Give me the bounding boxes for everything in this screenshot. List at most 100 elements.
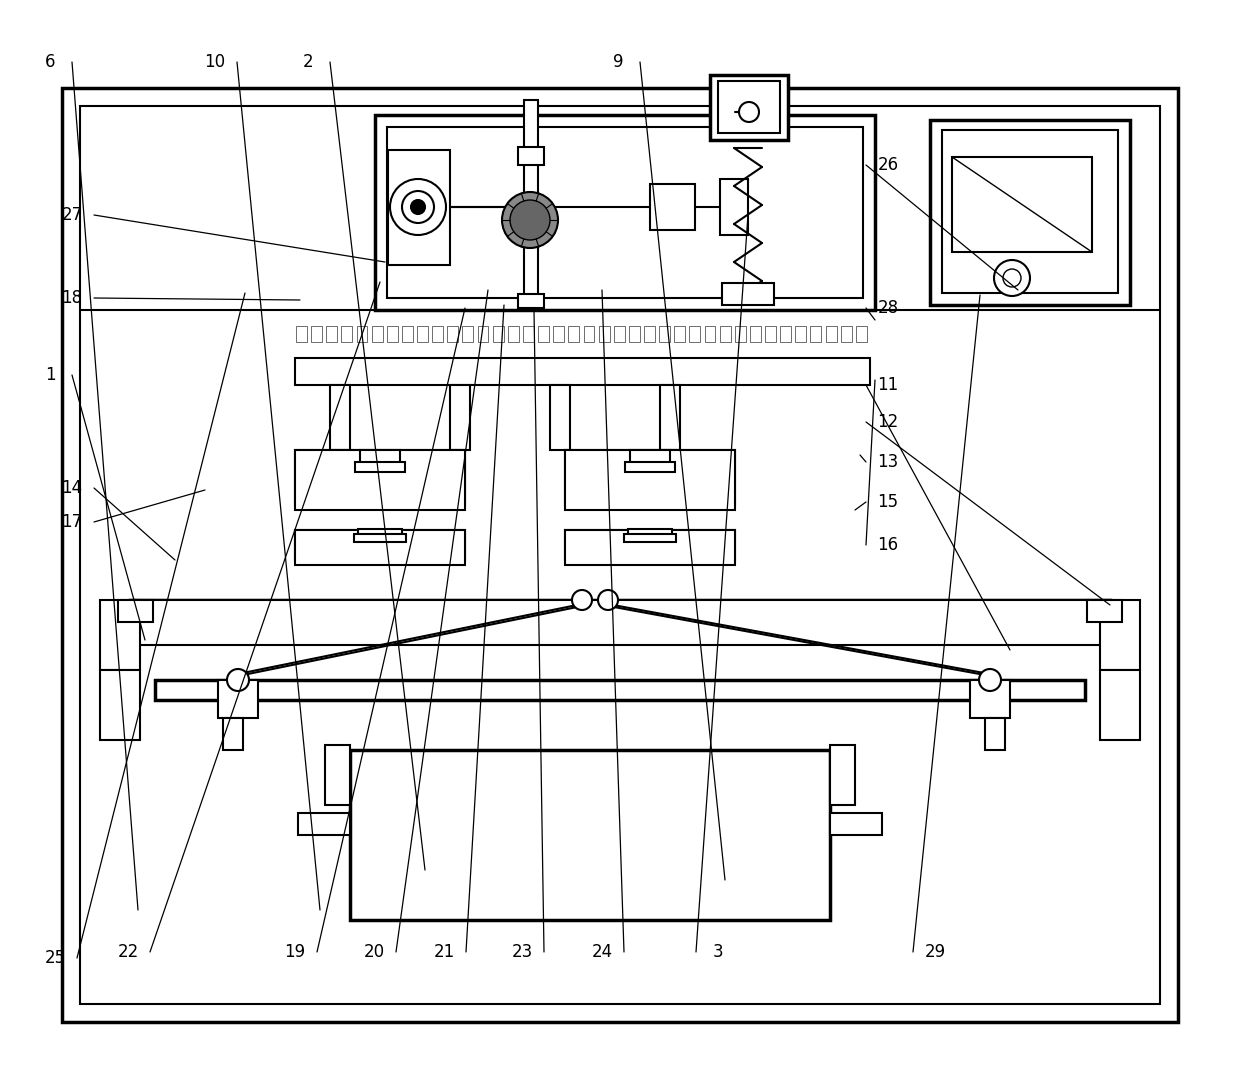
Bar bbox=[719, 326, 730, 342]
Bar bbox=[750, 326, 761, 342]
Text: 3: 3 bbox=[713, 943, 723, 961]
Bar bbox=[722, 283, 774, 305]
Bar bbox=[811, 326, 821, 342]
Bar bbox=[295, 530, 465, 565]
Text: 27: 27 bbox=[62, 206, 83, 224]
Text: 6: 6 bbox=[45, 53, 56, 71]
Circle shape bbox=[391, 179, 446, 235]
Bar bbox=[326, 326, 337, 342]
Text: 19: 19 bbox=[284, 943, 305, 961]
Text: 15: 15 bbox=[878, 493, 899, 511]
Bar bbox=[629, 326, 640, 342]
Bar bbox=[718, 81, 780, 133]
Bar bbox=[930, 121, 1130, 305]
Bar bbox=[417, 326, 428, 342]
Bar bbox=[463, 326, 474, 342]
Bar bbox=[627, 529, 672, 535]
Bar bbox=[402, 326, 413, 342]
Bar bbox=[325, 745, 350, 805]
Bar bbox=[780, 326, 791, 342]
Bar bbox=[100, 600, 140, 670]
Text: 13: 13 bbox=[878, 453, 899, 471]
Bar bbox=[1100, 600, 1140, 670]
Bar bbox=[295, 530, 465, 560]
Bar bbox=[374, 115, 875, 310]
Bar bbox=[62, 88, 1178, 1022]
Bar bbox=[675, 326, 686, 342]
Bar bbox=[565, 530, 735, 560]
Bar bbox=[296, 326, 306, 342]
Bar bbox=[387, 326, 398, 342]
Bar bbox=[330, 385, 350, 450]
Bar bbox=[599, 326, 610, 342]
Bar bbox=[630, 450, 670, 465]
Bar bbox=[830, 813, 882, 835]
Text: 25: 25 bbox=[45, 949, 66, 967]
Bar bbox=[568, 326, 579, 342]
Bar bbox=[735, 326, 745, 342]
Bar bbox=[388, 150, 450, 265]
Circle shape bbox=[410, 200, 425, 214]
Circle shape bbox=[572, 590, 591, 610]
Bar bbox=[341, 326, 352, 342]
Bar bbox=[538, 326, 549, 342]
Text: 24: 24 bbox=[591, 943, 613, 961]
Bar bbox=[584, 326, 594, 342]
Bar bbox=[720, 179, 748, 235]
Text: 10: 10 bbox=[205, 53, 226, 71]
Text: 21: 21 bbox=[433, 943, 455, 961]
Bar bbox=[689, 326, 701, 342]
Text: 20: 20 bbox=[363, 943, 384, 961]
Bar bbox=[118, 600, 153, 622]
Bar bbox=[565, 450, 735, 505]
Bar bbox=[650, 184, 694, 230]
Bar bbox=[1087, 600, 1122, 622]
Bar bbox=[372, 326, 383, 342]
Bar bbox=[1100, 670, 1140, 740]
Circle shape bbox=[227, 669, 249, 691]
Bar bbox=[614, 326, 625, 342]
Bar bbox=[830, 745, 856, 805]
Bar bbox=[298, 813, 350, 835]
Bar bbox=[985, 718, 1004, 750]
Bar bbox=[704, 326, 715, 342]
Bar bbox=[295, 450, 465, 505]
Text: 16: 16 bbox=[878, 536, 899, 554]
Bar bbox=[553, 326, 564, 342]
Bar bbox=[295, 358, 870, 385]
Bar bbox=[508, 326, 518, 342]
Text: 23: 23 bbox=[511, 943, 533, 961]
Circle shape bbox=[980, 669, 1001, 691]
Bar bbox=[970, 680, 1011, 718]
Text: 9: 9 bbox=[613, 53, 624, 71]
Bar bbox=[450, 385, 470, 450]
Text: 28: 28 bbox=[878, 299, 899, 317]
Bar bbox=[518, 294, 544, 308]
Bar bbox=[942, 130, 1118, 293]
Bar bbox=[711, 75, 787, 140]
Bar bbox=[100, 670, 140, 740]
Bar bbox=[357, 326, 367, 342]
Circle shape bbox=[510, 200, 551, 240]
Circle shape bbox=[994, 260, 1030, 296]
Bar bbox=[856, 326, 867, 342]
Bar bbox=[565, 530, 735, 565]
Bar bbox=[353, 534, 405, 542]
Text: 22: 22 bbox=[118, 943, 139, 961]
Bar bbox=[660, 385, 680, 450]
Bar bbox=[826, 326, 837, 342]
Bar bbox=[551, 385, 570, 450]
Bar bbox=[130, 600, 1110, 645]
Text: 14: 14 bbox=[62, 479, 83, 497]
Text: 17: 17 bbox=[62, 513, 83, 530]
Bar bbox=[644, 326, 655, 342]
Bar bbox=[477, 326, 489, 342]
Bar bbox=[448, 326, 459, 342]
Circle shape bbox=[739, 102, 759, 122]
Text: 12: 12 bbox=[878, 413, 899, 431]
Circle shape bbox=[598, 590, 618, 610]
Bar bbox=[350, 750, 830, 920]
Circle shape bbox=[402, 192, 434, 223]
Text: 11: 11 bbox=[878, 376, 899, 394]
Text: 2: 2 bbox=[303, 53, 314, 71]
